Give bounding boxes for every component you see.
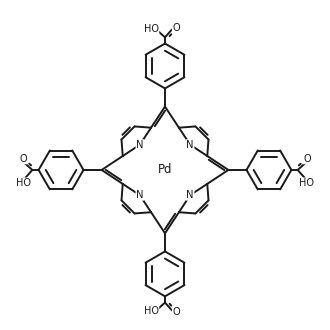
Text: O: O [172, 307, 180, 317]
Text: O: O [172, 23, 180, 33]
Text: Pd: Pd [158, 163, 172, 177]
Text: N: N [186, 190, 194, 200]
Text: N: N [186, 140, 194, 150]
Text: HO: HO [144, 24, 159, 34]
Text: O: O [303, 154, 311, 164]
Text: N: N [136, 140, 144, 150]
Text: HO: HO [144, 306, 159, 316]
Text: O: O [19, 154, 27, 164]
Text: HO: HO [299, 178, 314, 188]
Text: HO: HO [16, 178, 31, 188]
Text: N: N [136, 190, 144, 200]
